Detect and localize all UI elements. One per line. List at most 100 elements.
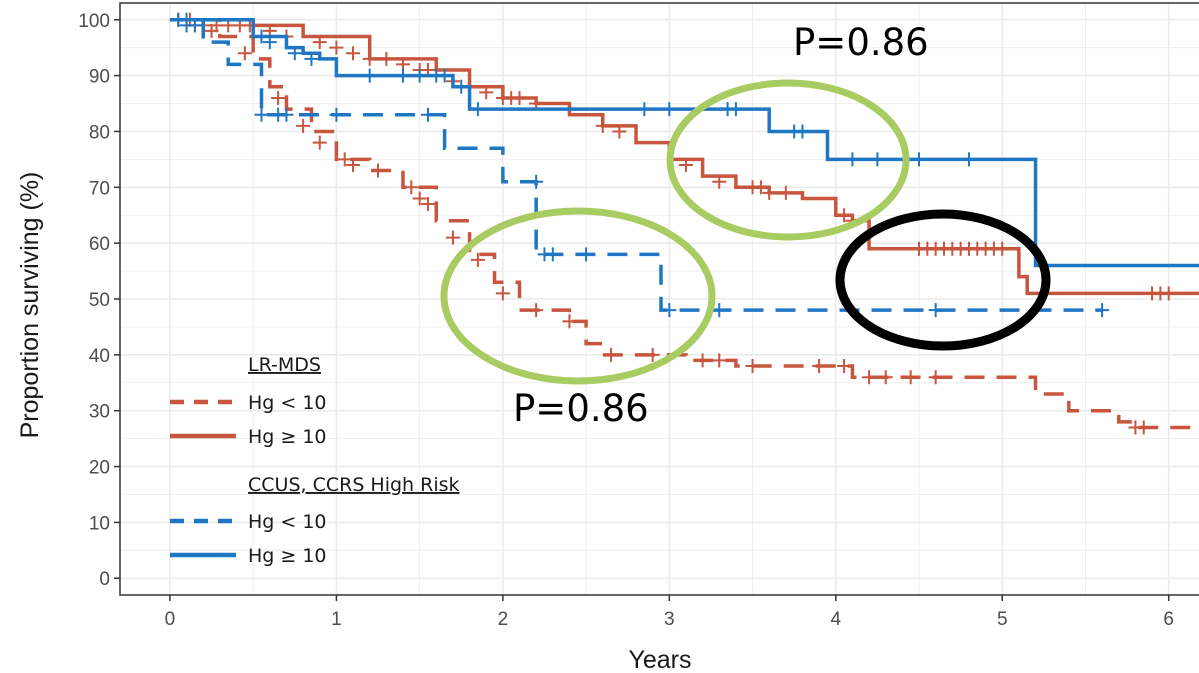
censor-mark: [612, 124, 627, 139]
censor-mark: [329, 40, 344, 55]
censor-mark: [912, 152, 927, 167]
survival-curve-cc_low: [169, 18, 1103, 312]
censor-mark: [362, 68, 377, 83]
p-value-upper: P=0.86: [793, 21, 929, 64]
censor-mark: [1136, 420, 1151, 435]
censor-mark: [604, 347, 619, 362]
censor-mark: [346, 157, 361, 172]
censor-mark: [445, 230, 460, 245]
censor-mark: [903, 370, 918, 385]
censor-mark: [420, 107, 435, 122]
censor-mark: [262, 35, 277, 50]
x-tick-label: 6: [1163, 609, 1174, 630]
censor-mark: [437, 68, 452, 83]
y-tick-label: 40: [89, 346, 110, 367]
x-tick-label: 5: [997, 609, 1008, 630]
y-tick-label: 80: [89, 122, 110, 143]
censor-mark: [204, 23, 219, 38]
highlight-ellipse-upper: [666, 79, 910, 241]
grid: [120, 3, 1199, 595]
censor-mark: [304, 51, 319, 66]
y-tick-label: 20: [89, 458, 110, 479]
censor-mark: [237, 46, 252, 61]
legend: LR-MDS Hg < 10 Hg ≥ 10 CCUS, CCRS High R…: [170, 354, 460, 567]
y-tick-label: 0: [99, 569, 110, 590]
censor-mark: [404, 180, 419, 195]
censor-mark: [529, 303, 544, 318]
censor-mark: [678, 157, 693, 172]
censor-mark: [862, 370, 877, 385]
censor-mark: [579, 247, 594, 262]
highlight-ellipse-lower: [440, 207, 716, 385]
censor-mark: [812, 359, 827, 374]
censor-mark: [271, 90, 286, 105]
censor-mark: [745, 359, 760, 374]
y-tick-label: 100: [78, 11, 110, 32]
y-axis-title: Proportion surviving (%): [16, 172, 44, 439]
x-tick-label: 2: [498, 609, 509, 630]
highlight-ellipse-black: [835, 209, 1051, 351]
censor-mark: [254, 29, 269, 44]
censor-mark: [545, 247, 560, 262]
legend-label-lr-low: Hg < 10: [248, 392, 327, 414]
censor-mark: [529, 174, 544, 189]
x-axis-title: Years: [628, 646, 691, 673]
censor-mark: [254, 107, 269, 122]
censor-mark: [695, 353, 710, 368]
censor-mark: [312, 135, 327, 150]
censor-mark: [995, 241, 1010, 256]
legend-group-title-lr-mds: LR-MDS: [248, 354, 321, 376]
censor-mark: [296, 118, 311, 133]
censor-mark: [753, 180, 768, 195]
censor-mark: [479, 85, 494, 100]
censor-mark: [454, 79, 469, 94]
censor-mark: [728, 102, 743, 117]
legend-group-title-ccus: CCUS, CCRS High Risk: [248, 474, 460, 496]
y-tick-label: 10: [89, 513, 110, 534]
censor-mark: [637, 102, 652, 117]
x-tick-label: 1: [331, 609, 342, 630]
censor-mark: [662, 102, 677, 117]
censor-mark: [762, 185, 777, 200]
censor-mark: [420, 197, 435, 212]
series-cc_high: [169, 12, 1199, 268]
censor-mark: [712, 174, 727, 189]
x-tick-label: 4: [830, 609, 841, 630]
y-tick-label: 70: [89, 178, 110, 199]
censor-mark: [645, 347, 660, 362]
censor-mark: [279, 107, 294, 122]
censor-mark: [1095, 303, 1110, 318]
series-lr_low: [169, 12, 1199, 435]
censor-mark: [512, 90, 527, 105]
censor-mark: [470, 102, 485, 117]
legend-label-cc-low: Hg < 10: [248, 511, 327, 533]
y-tick-label: 60: [89, 234, 110, 255]
censor-mark: [412, 68, 427, 83]
censor-mark: [712, 303, 727, 318]
censor-mark: [395, 68, 410, 83]
censor-mark: [795, 124, 810, 139]
censor-mark: [329, 107, 344, 122]
legend-label-cc-high: Hg ≥ 10: [248, 545, 327, 567]
x-tick-label: 0: [165, 609, 176, 630]
legend-label-lr-high: Hg ≥ 10: [248, 426, 327, 448]
censor-mark: [961, 152, 976, 167]
censor-mark: [837, 208, 852, 223]
censor-mark: [337, 152, 352, 167]
y-tick-label: 30: [89, 402, 110, 423]
censor-mark: [662, 303, 677, 318]
survival-curve-cc_high: [169, 18, 1199, 268]
censor-mark: [928, 303, 943, 318]
annotations: P=0.86 P=0.86: [440, 21, 1051, 430]
censor-mark: [179, 18, 194, 33]
censor-mark: [870, 152, 885, 167]
series-cc_low: [169, 18, 1110, 318]
y-tick-label: 50: [89, 290, 110, 311]
censor-mark: [878, 370, 893, 385]
censor-mark: [346, 46, 361, 61]
censor-mark: [371, 163, 386, 178]
survival-curve-lr_low: [169, 18, 1199, 430]
p-value-lower: P=0.86: [513, 387, 649, 430]
censor-mark: [412, 191, 427, 206]
